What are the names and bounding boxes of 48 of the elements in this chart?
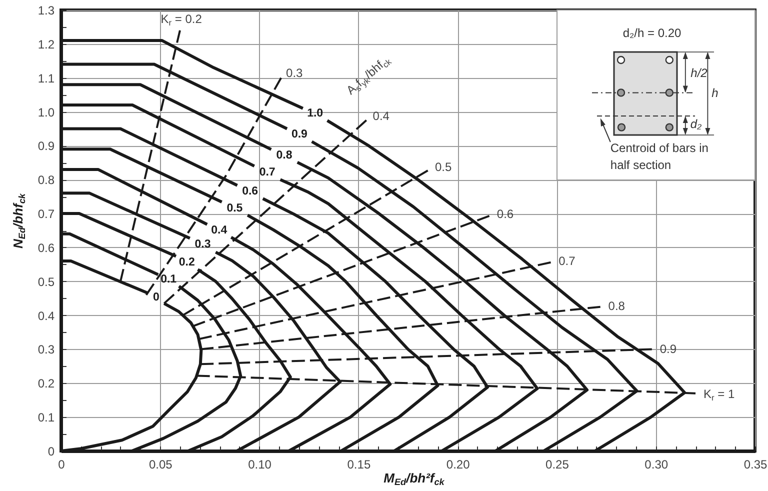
y-tick-label: 0.9 <box>38 139 55 154</box>
series-label: 1.0 <box>307 108 324 120</box>
annotation: d₂ <box>690 117 702 131</box>
series-label: 0.4 <box>372 109 390 124</box>
x-tick-label: 0.15 <box>347 458 371 472</box>
y-tick-label: 0.1 <box>38 410 55 425</box>
annotation: d₂/h = 0.20 <box>622 26 682 40</box>
y-tick-label: 0.3 <box>38 342 55 357</box>
series-label: 0.3 <box>194 238 211 251</box>
x-tick-label: 0.35 <box>744 458 768 472</box>
y-tick-label: 0.8 <box>38 173 55 188</box>
y-tick-label: 0.6 <box>38 240 55 255</box>
series-label: 0.7 <box>259 166 276 179</box>
series-label: 0.5 <box>434 160 452 174</box>
x-tick-label: 0.25 <box>546 458 570 472</box>
y-tick-label: 0.4 <box>38 308 55 323</box>
x-tick-label: 0 <box>58 458 66 472</box>
x-tick-label: 0.30 <box>644 458 668 472</box>
series-label: K$_{r}$ = 1 <box>704 386 735 402</box>
series-label: 0.6 <box>242 185 258 198</box>
y-tick-label: 0.5 <box>38 274 55 289</box>
series-label: 0.8 <box>276 149 292 162</box>
y-tick-label: 0 <box>48 444 55 458</box>
y-tick-label: 1.0 <box>38 105 55 120</box>
y-tick-label: 1.1 <box>38 71 55 86</box>
x-tick-label: 0.10 <box>248 458 272 472</box>
series-label: 0 <box>152 292 160 304</box>
series-label: 0.3 <box>286 66 303 80</box>
y-tick-label: 1.2 <box>38 37 55 52</box>
annotation: h <box>712 86 718 100</box>
series-label: 0.1 <box>160 274 177 286</box>
x-tick-label: 0.05 <box>148 458 173 472</box>
series-label: K$_{r}$ = 0.2 <box>160 12 202 28</box>
series-label: 0.7 <box>558 254 576 268</box>
annotation: h/2 <box>690 66 708 80</box>
series-label: 0.9 <box>660 342 677 356</box>
series-label: 0.2 <box>178 256 195 269</box>
series-label: 0.9 <box>291 128 308 141</box>
series-label: 0.8 <box>608 299 625 314</box>
series-label: 0.5 <box>226 202 243 214</box>
y-tick-label: 1.3 <box>38 4 55 18</box>
annotation: Centroid of bars in half section <box>610 140 710 174</box>
x-tick-label: 0.20 <box>446 458 470 472</box>
series-label: 0.4 <box>211 224 228 237</box>
x-axis-title: M$_{Ed}$/bh²f$_{ck}$ <box>384 470 444 488</box>
y-tick-label: 0.2 <box>38 376 55 391</box>
series-label: 0.6 <box>496 206 514 221</box>
y-tick-label: 0.7 <box>38 207 55 222</box>
